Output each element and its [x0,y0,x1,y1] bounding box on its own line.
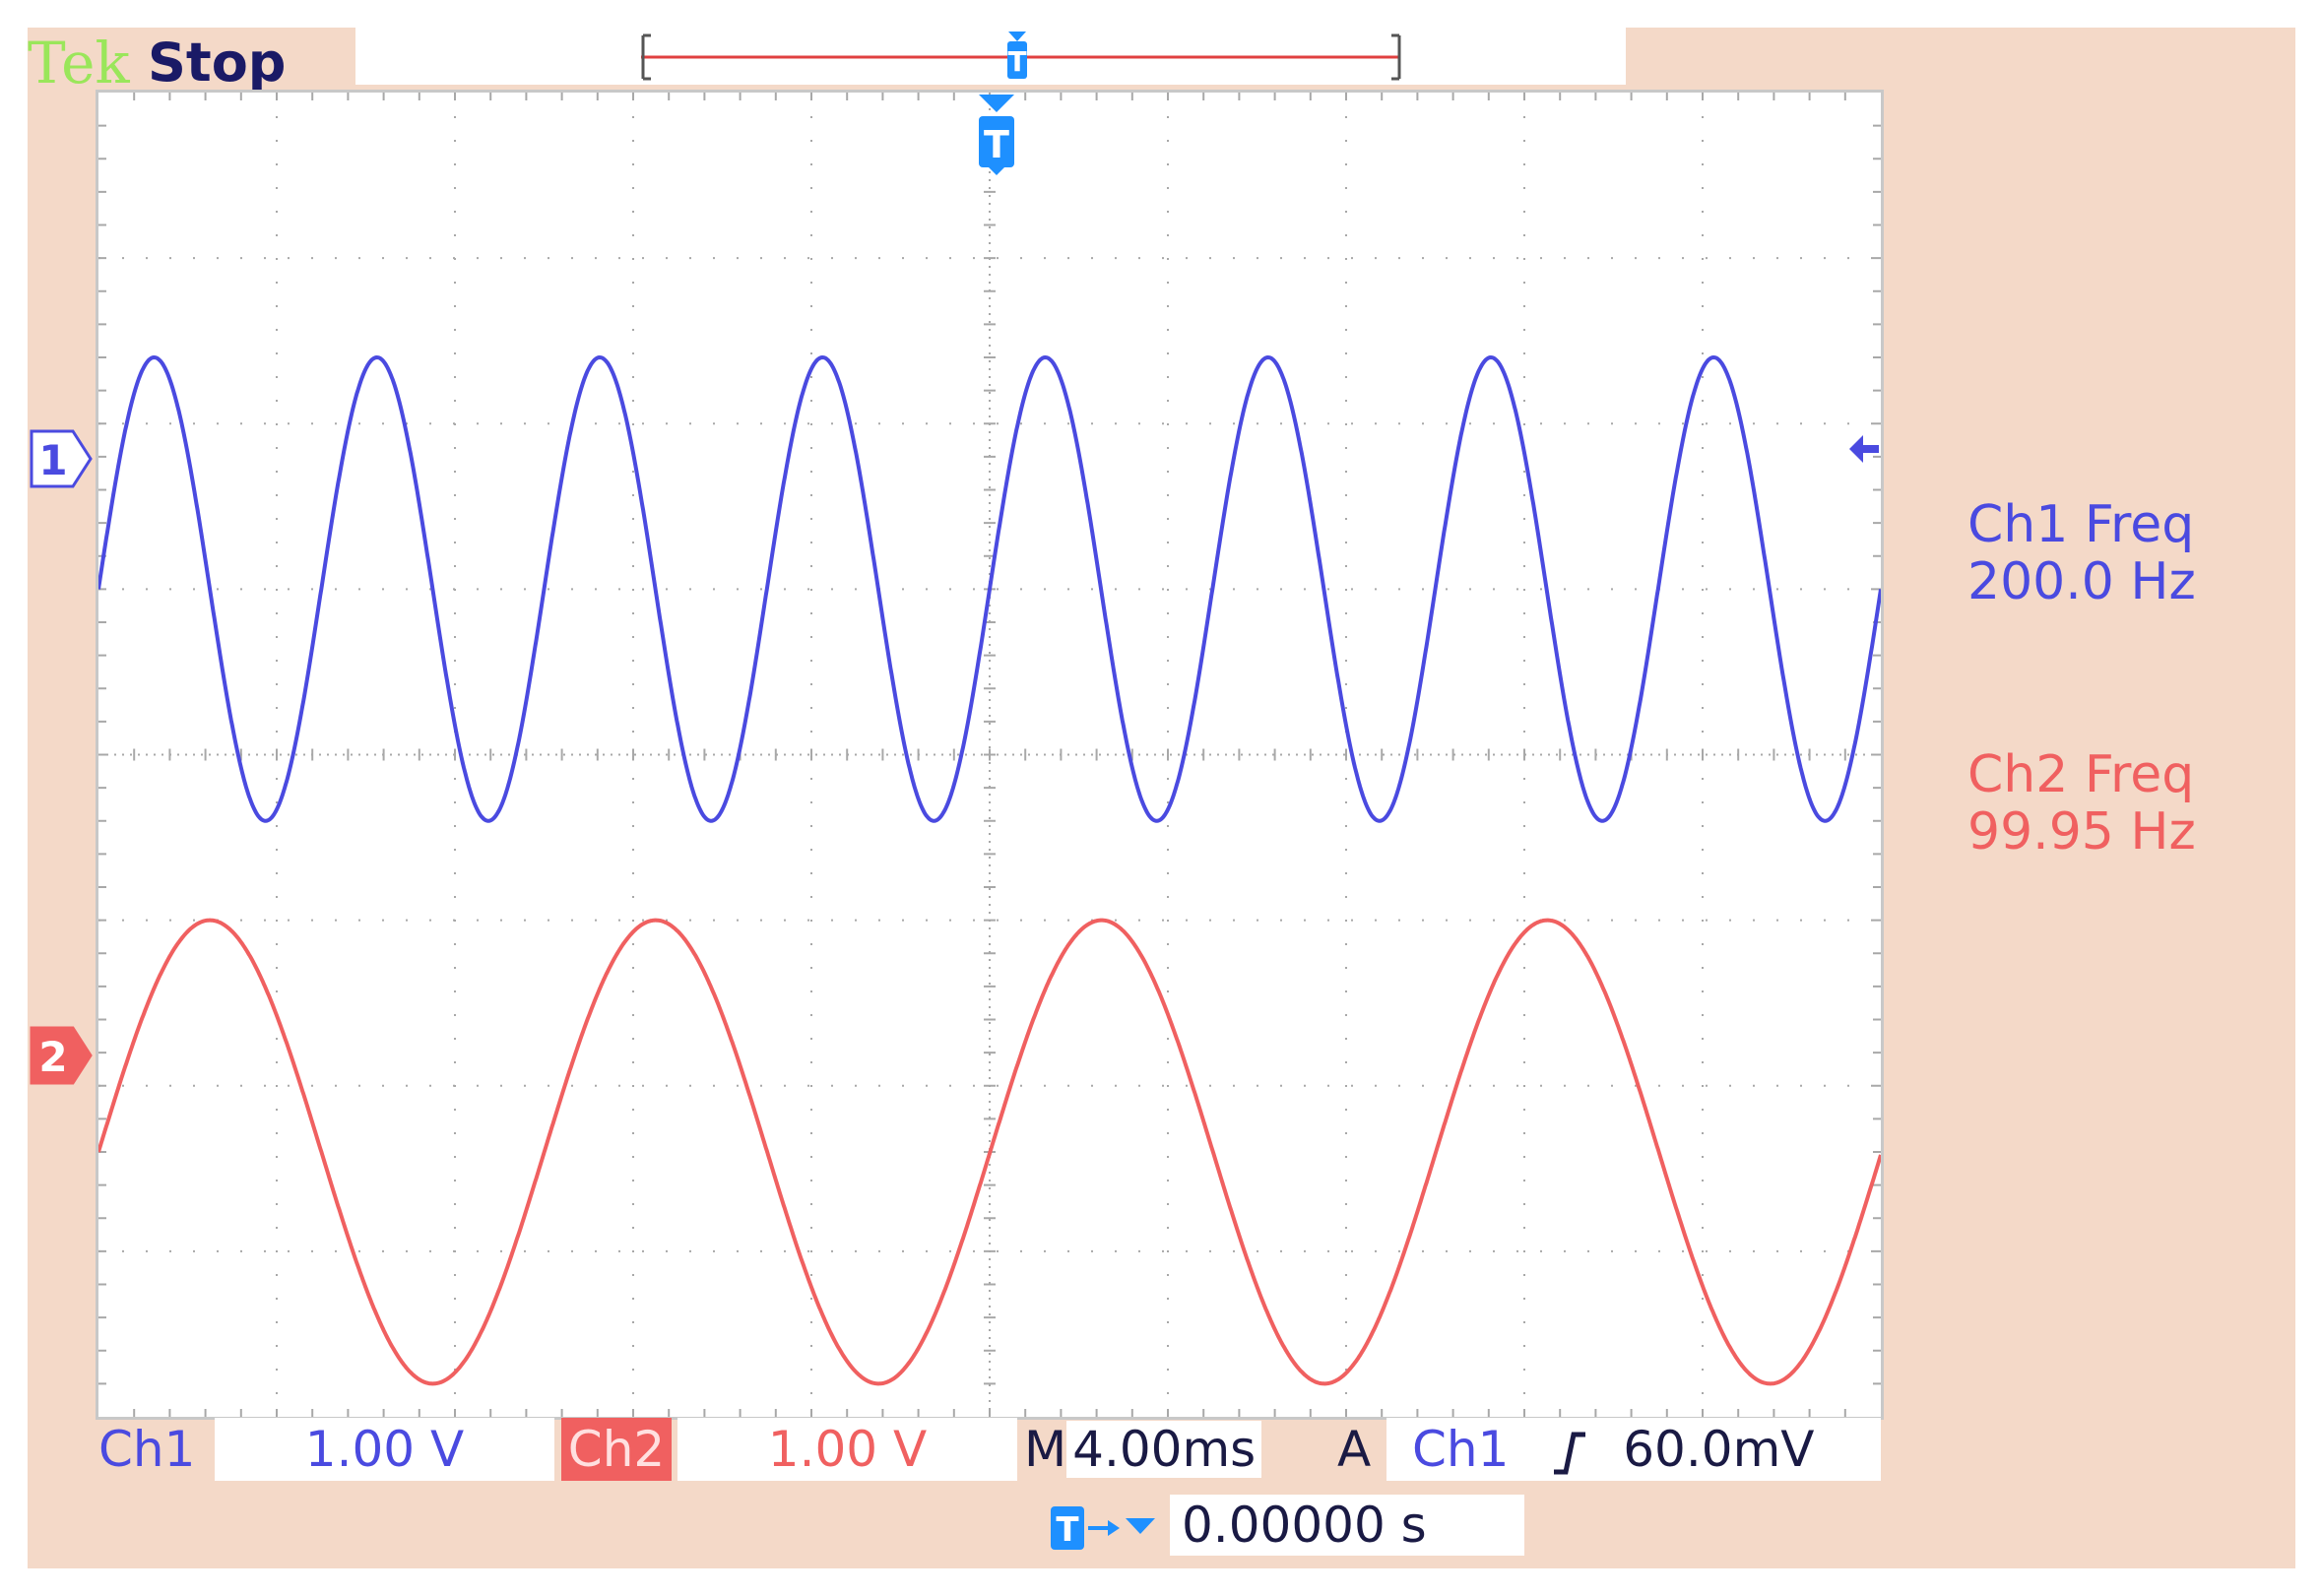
trigger-readout[interactable]: Ch1 60.0mV [1386,1418,1881,1481]
ch2-marker-label: 2 [38,1033,67,1081]
ch1-freq-value: 200.0 Hz [1967,553,2196,610]
status-bar: Ch1 1.00 V Ch2 1.00 V M 4.00ms A Ch1 60.0… [28,1418,1899,1485]
ch1-scale[interactable]: 1.00 V [215,1418,554,1481]
trigger-source: Ch1 [1386,1421,1509,1478]
brand-logo: Tek [28,30,130,96]
timebase-prefix: M [1024,1421,1066,1478]
trigger-mode: A [1337,1418,1371,1481]
trigger-point-icon: T [1007,32,1027,79]
rising-edge-icon [1550,1431,1589,1476]
svg-text:T: T [984,123,1009,166]
ch2-freq-label: Ch2 Freq [1967,746,2196,803]
ch1-marker-label: 1 [38,436,67,484]
trigger-level: 60.0mV [1623,1421,1814,1478]
ch2-ground-marker[interactable]: 2 [30,1026,93,1085]
svg-text:T: T [1007,45,1026,78]
run-state-label: Stop [148,32,286,94]
horizontal-position-value[interactable]: 0.00000 s [1170,1495,1524,1556]
ch2-freq-value: 99.95 Hz [1967,803,2196,861]
ch1-freq-label: Ch1 Freq [1967,496,2196,553]
ch2-scale[interactable]: 1.00 V [677,1418,1017,1481]
ch1-ground-marker[interactable]: 1 [30,429,93,488]
trigger-position-marker-icon: T [977,95,1016,175]
ch2-label[interactable]: Ch2 [561,1418,672,1481]
timebase-value: 4.00ms [1066,1421,1261,1478]
ch1-frequency-readout: Ch1 Freq 200.0 Hz [1967,496,2196,610]
ch1-trigger-level-icon [1845,429,1881,469]
record-view-graphic: T [355,28,1626,85]
oscilloscope-window: Tek Stop T T 1 [28,28,2295,1568]
waveform-graph [98,93,1881,1417]
ch1-label[interactable]: Ch1 [98,1418,195,1481]
trigger-position-icon: T [1047,1495,1165,1558]
waveform-display [98,93,1881,1417]
record-view-bar: T [355,28,1626,85]
timebase-readout[interactable]: M 4.00ms [1024,1418,1280,1481]
horizontal-position-row: T 0.00000 s [28,1495,1603,1558]
ch2-frequency-readout: Ch2 Freq 99.95 Hz [1967,746,2196,861]
svg-text:T: T [1056,1510,1079,1550]
